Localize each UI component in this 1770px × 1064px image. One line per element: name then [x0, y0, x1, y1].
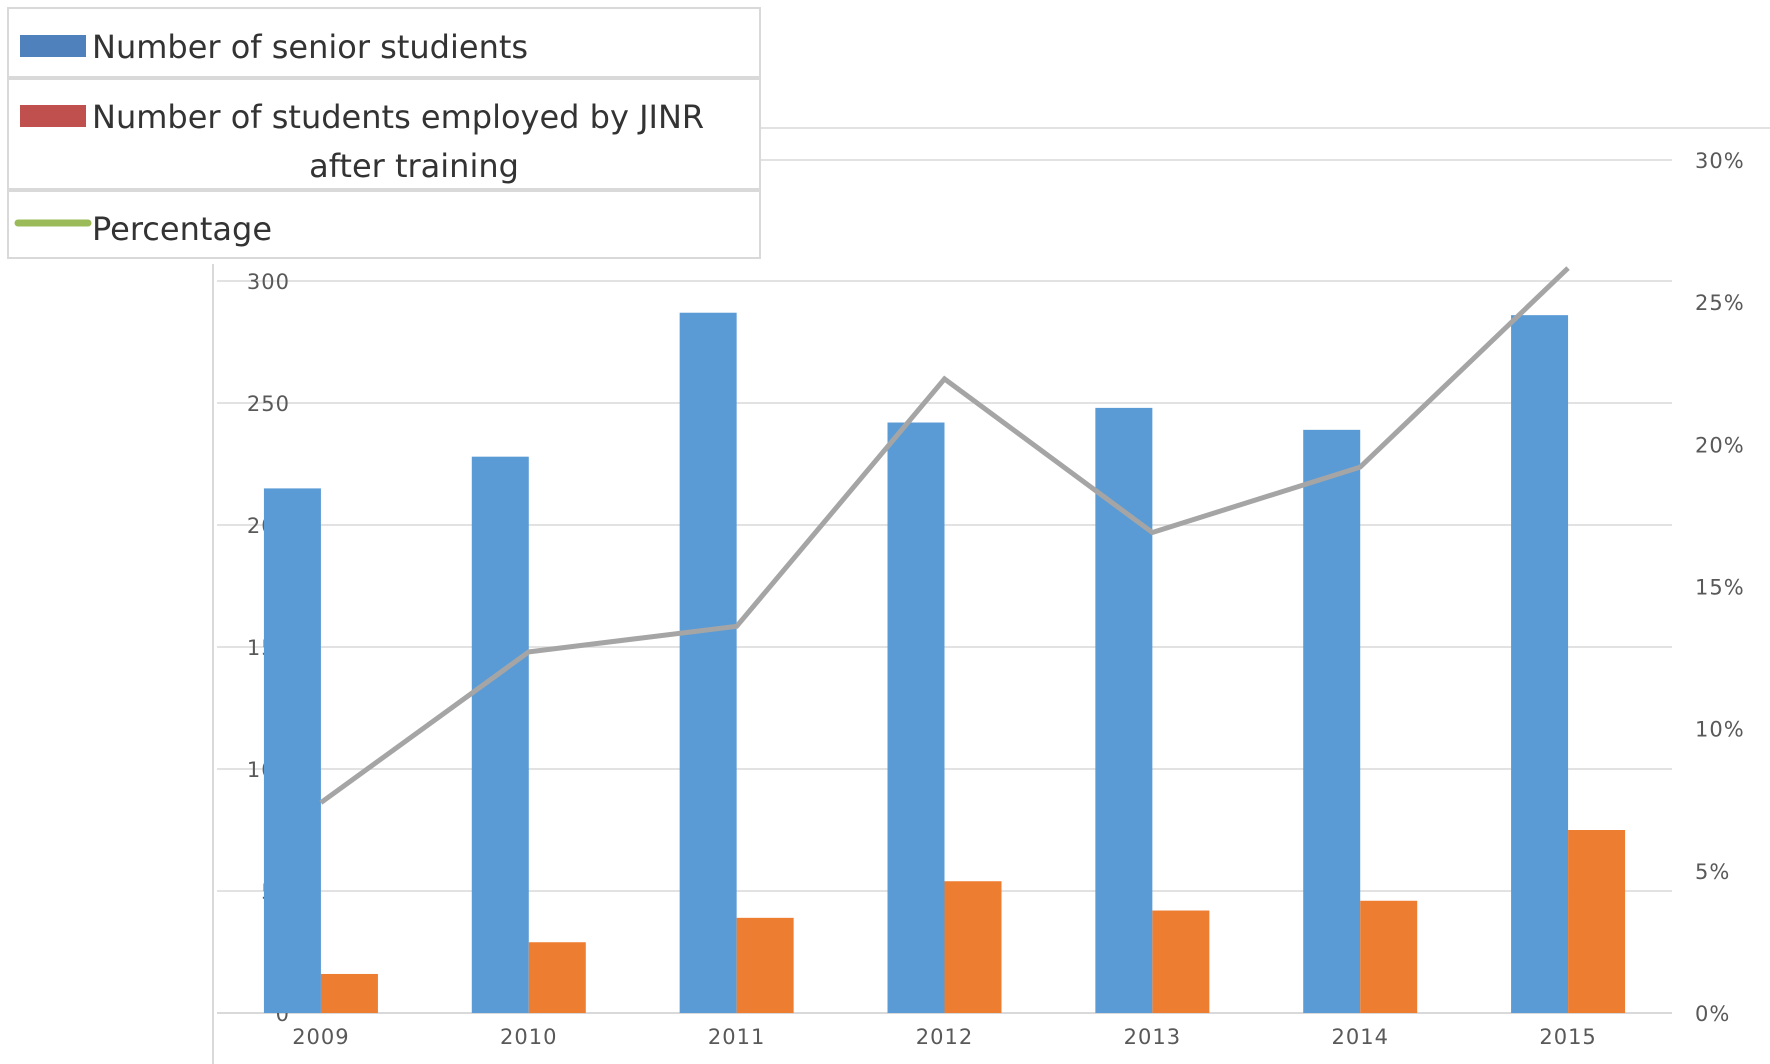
x-tick-label: 2012 [916, 1025, 973, 1049]
bar-employed-students [528, 942, 586, 1013]
legend [7, 7, 761, 259]
bar-senior-students [887, 422, 945, 1013]
x-tick-label: 2013 [1124, 1025, 1181, 1049]
bar-senior-students [471, 456, 529, 1013]
y-right-tick-label: 5% [1695, 860, 1730, 884]
bar-senior-students [1511, 315, 1569, 1013]
y-right-tick-label: 0% [1695, 1002, 1730, 1026]
bar-employed-students [320, 973, 378, 1013]
y-right-tick-label: 15% [1695, 576, 1745, 600]
legend-swatch [20, 35, 86, 57]
bar-employed-students [1152, 910, 1210, 1013]
y-right-tick-label: 25% [1695, 291, 1745, 315]
x-tick-label: 2015 [1539, 1025, 1596, 1049]
x-tick-label: 2011 [708, 1025, 765, 1049]
bar-senior-students [679, 312, 737, 1014]
x-tick-label: 2009 [292, 1025, 349, 1049]
x-tick-label: 2014 [1331, 1025, 1388, 1049]
bar-senior-students [1303, 429, 1361, 1014]
y-left-tick-label: 300 [247, 270, 290, 294]
legend-label: Number of senior studients [92, 28, 528, 66]
legend-swatch [20, 105, 86, 127]
bar-employed-students [1360, 900, 1418, 1013]
bar-employed-students [736, 917, 794, 1013]
legend-label: Number of students employed by JINR [92, 98, 704, 136]
bar-senior-students [263, 488, 321, 1013]
x-tick-label: 2010 [500, 1025, 557, 1049]
y-left-tick-label: 250 [247, 392, 290, 416]
y-right-tick-label: 10% [1695, 718, 1745, 742]
legend-label: Percentage [92, 210, 272, 248]
y-right-tick-label: 30% [1695, 149, 1745, 173]
bar-employed-students [1568, 830, 1626, 1013]
bar-employed-students [944, 881, 1002, 1013]
legend-label: after training [309, 147, 519, 185]
y-right-tick-label: 20% [1695, 433, 1745, 457]
